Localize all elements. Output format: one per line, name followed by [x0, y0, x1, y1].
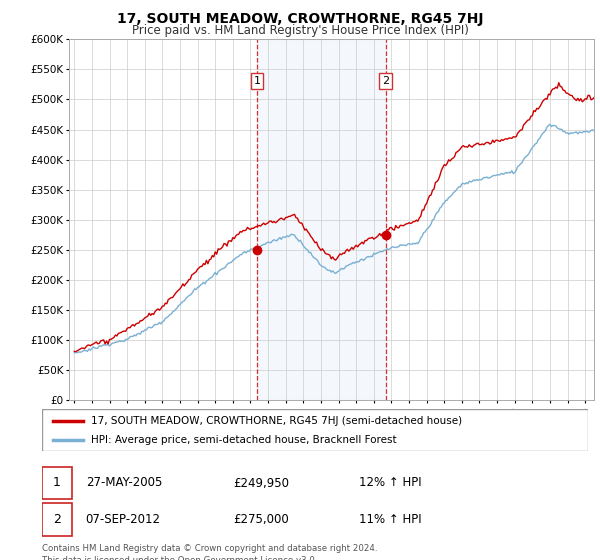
Text: 07-SEP-2012: 07-SEP-2012	[86, 513, 161, 526]
FancyBboxPatch shape	[42, 503, 72, 536]
FancyBboxPatch shape	[42, 466, 72, 500]
Text: Price paid vs. HM Land Registry's House Price Index (HPI): Price paid vs. HM Land Registry's House …	[131, 24, 469, 37]
Text: 17, SOUTH MEADOW, CROWTHORNE, RG45 7HJ: 17, SOUTH MEADOW, CROWTHORNE, RG45 7HJ	[117, 12, 483, 26]
FancyBboxPatch shape	[42, 409, 588, 451]
Text: 2: 2	[53, 513, 61, 526]
Text: 27-MAY-2005: 27-MAY-2005	[86, 477, 162, 489]
Text: 11% ↑ HPI: 11% ↑ HPI	[359, 513, 421, 526]
Text: £249,950: £249,950	[233, 477, 289, 489]
Text: 2: 2	[382, 76, 389, 86]
Text: 17, SOUTH MEADOW, CROWTHORNE, RG45 7HJ (semi-detached house): 17, SOUTH MEADOW, CROWTHORNE, RG45 7HJ (…	[91, 416, 462, 426]
Text: HPI: Average price, semi-detached house, Bracknell Forest: HPI: Average price, semi-detached house,…	[91, 435, 397, 445]
Bar	[257, 39, 386, 400]
Text: Contains HM Land Registry data © Crown copyright and database right 2024.
This d: Contains HM Land Registry data © Crown c…	[42, 544, 377, 560]
Text: £275,000: £275,000	[233, 513, 289, 526]
Text: 1: 1	[254, 76, 260, 86]
Text: 12% ↑ HPI: 12% ↑ HPI	[359, 477, 421, 489]
Text: 1: 1	[53, 477, 61, 489]
